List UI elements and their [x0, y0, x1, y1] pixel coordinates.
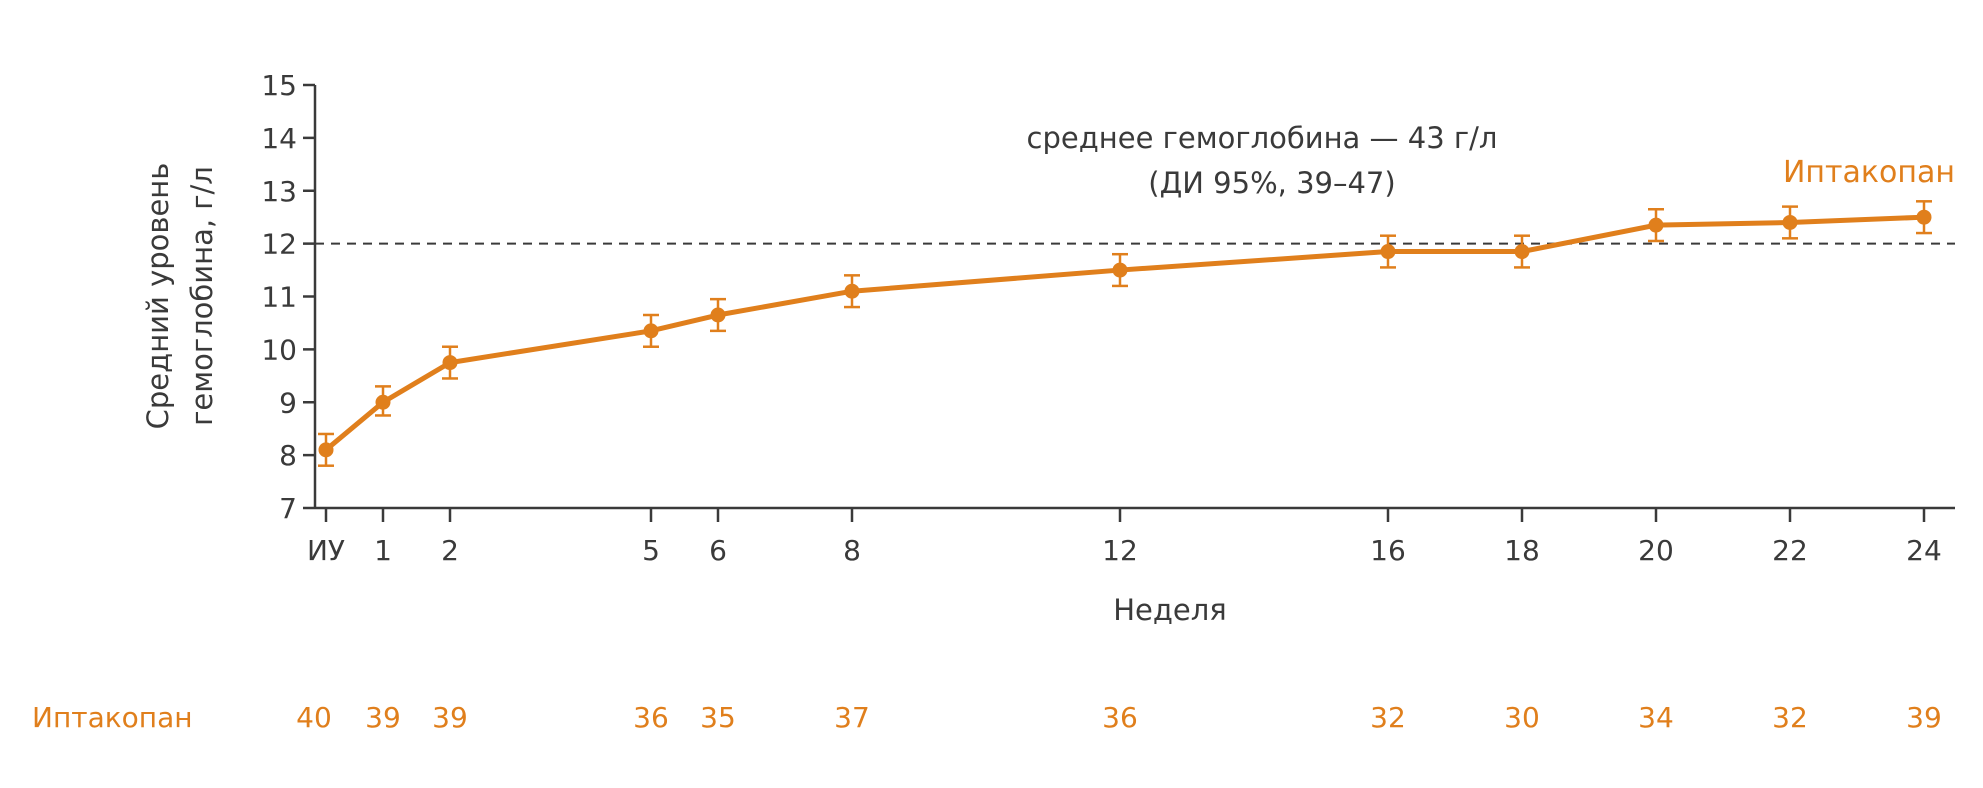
data-point-group [375, 385, 391, 417]
data-point [375, 394, 391, 410]
risk-row-label: Иптакопан [32, 701, 193, 734]
data-point-group [1648, 208, 1664, 243]
y-tick-label: 15 [261, 69, 297, 102]
risk-value: 39 [1906, 701, 1942, 734]
annotation-line-1: среднее гемоглобина — 43 г/л [1027, 121, 1498, 155]
data-point [442, 355, 458, 371]
data-point [1380, 244, 1396, 260]
data-point [1514, 244, 1530, 260]
y-axis-ticks: 7 8 9 10 11 12 13 14 15 [261, 69, 315, 525]
data-point [643, 323, 659, 339]
data-point [1112, 262, 1128, 278]
risk-value: 39 [432, 701, 468, 734]
x-tick-label: 1 [374, 534, 392, 567]
x-tick-label: 6 [709, 534, 727, 567]
data-point [1916, 209, 1932, 225]
y-tick-label: 8 [279, 439, 297, 472]
x-tick-label: ИУ [307, 534, 345, 567]
series-label: Иптакопан [1783, 155, 1955, 190]
x-tick-label: 16 [1370, 534, 1406, 567]
data-point-group [1916, 200, 1932, 235]
y-axis-title-line-2: гемоглобина, г/л [185, 166, 219, 426]
x-tick-label: 24 [1906, 534, 1942, 567]
data-point-group [643, 313, 659, 348]
data-point [1782, 214, 1798, 230]
x-axis-ticks: ИУ 1 2 5 6 8 12 16 18 20 22 24 [307, 508, 1942, 567]
x-tick-label: 20 [1638, 534, 1674, 567]
risk-value: 39 [365, 701, 401, 734]
data-point [1648, 217, 1664, 233]
risk-value: 34 [1638, 701, 1674, 734]
x-axis-title: Неделя [1113, 593, 1227, 627]
annotation-line-2: (ДИ 95%, 39–47) [1148, 166, 1395, 200]
y-tick-label: 13 [261, 175, 297, 208]
risk-value: 32 [1772, 701, 1808, 734]
data-point-group [1380, 234, 1396, 269]
y-tick-label: 11 [261, 281, 297, 314]
series-line [323, 214, 1927, 453]
risk-value: 32 [1370, 701, 1406, 734]
x-tick-label: 12 [1102, 534, 1138, 567]
x-tick-label: 22 [1772, 534, 1808, 567]
risk-value: 36 [633, 701, 669, 734]
risk-value: 35 [700, 701, 736, 734]
data-point-group [318, 432, 334, 467]
data-point-group [442, 345, 458, 380]
x-tick-label: 5 [642, 534, 660, 567]
data-point-group [710, 297, 726, 333]
y-tick-label: 14 [261, 122, 297, 155]
x-tick-label: 8 [843, 534, 861, 567]
risk-value: 40 [296, 701, 332, 734]
data-point-group [1112, 252, 1128, 288]
risk-value: 37 [834, 701, 870, 734]
data-point [710, 307, 726, 323]
data-point [844, 283, 860, 299]
risk-value: 30 [1504, 701, 1540, 734]
x-tick-label: 2 [441, 534, 459, 567]
series-group [318, 200, 1932, 467]
data-point-group [1514, 234, 1530, 269]
x-tick-label: 18 [1504, 534, 1540, 567]
data-point [318, 442, 334, 458]
data-point-group [1782, 205, 1798, 240]
risk-row-values: 40 39 39 36 35 37 36 32 30 34 32 39 [296, 701, 1942, 734]
y-axis-title-line-1: Средний уровень [141, 163, 175, 430]
data-point-group [844, 274, 860, 309]
y-tick-label: 7 [279, 492, 297, 525]
risk-value: 36 [1102, 701, 1138, 734]
y-tick-label: 12 [261, 228, 297, 261]
y-tick-label: 9 [279, 386, 297, 419]
y-tick-label: 10 [261, 333, 297, 366]
